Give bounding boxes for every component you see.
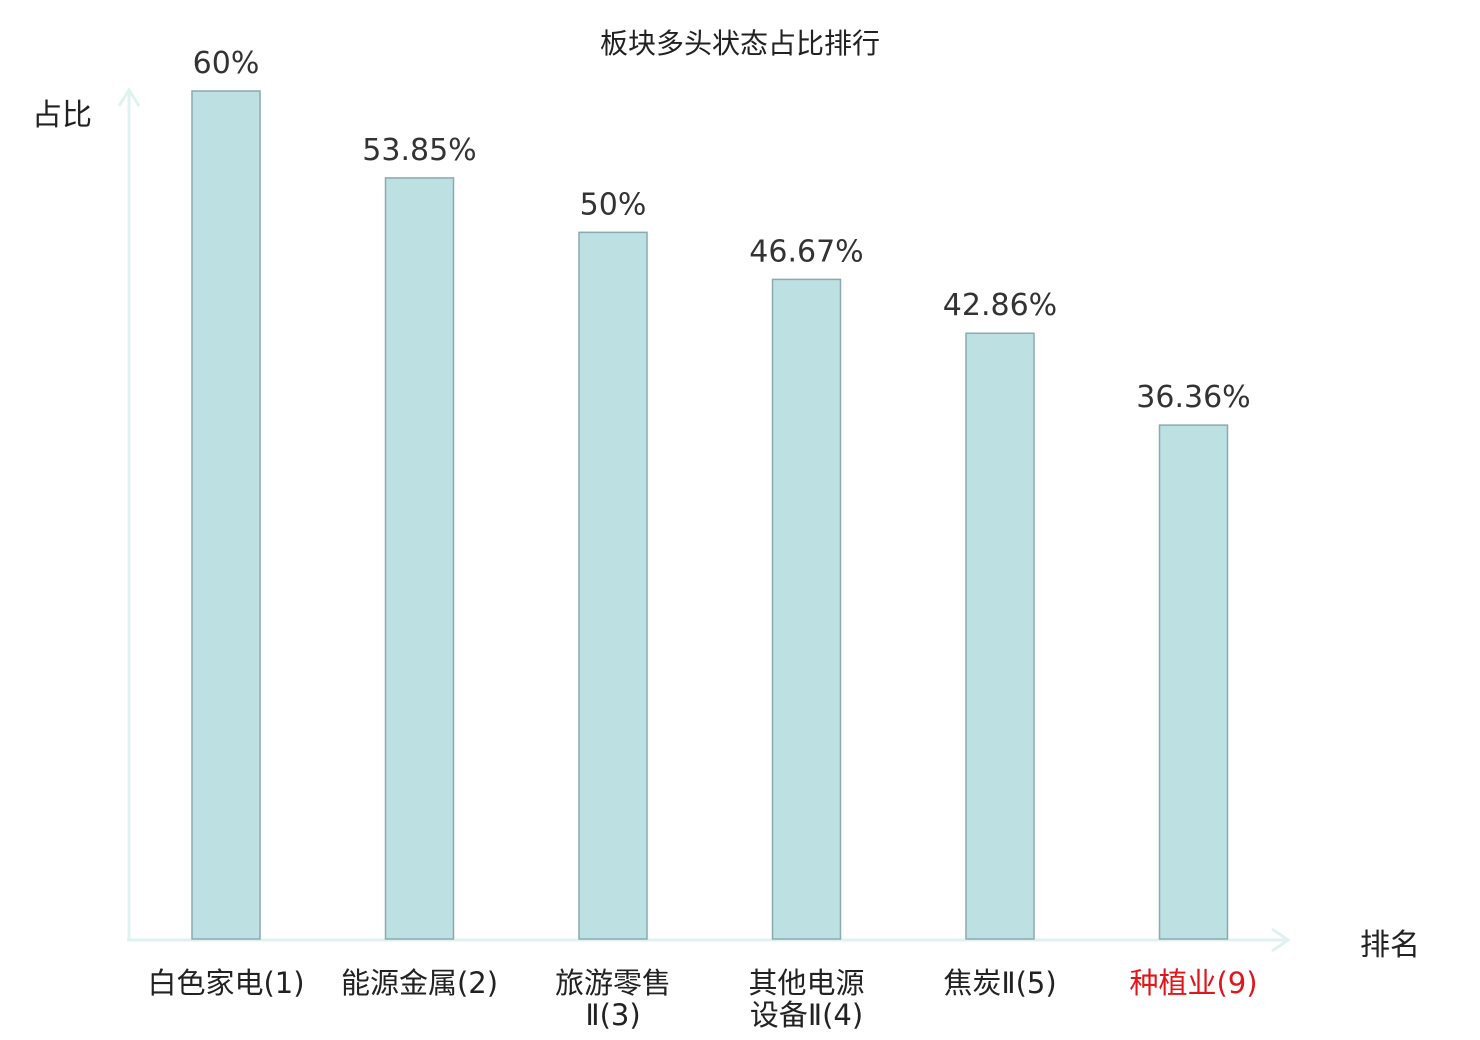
value-label: 50%: [580, 187, 647, 222]
category-label: 白色家电(1): [147, 966, 304, 1000]
bars: [191, 90, 1229, 940]
value-labels: 60% 53.85% 50% 46.67% 42.86% 36.36%: [193, 46, 1251, 415]
bar: [384, 177, 455, 940]
y-axis-arrow-icon: [117, 87, 141, 107]
bar: [191, 90, 261, 940]
category-label: 种植业(9): [1129, 966, 1257, 1000]
bar: [771, 278, 842, 940]
x-axis-arrow-icon: [1271, 927, 1291, 953]
bar: [1158, 424, 1229, 940]
axes: [117, 87, 1291, 953]
category-label: 能源金属(2): [341, 966, 498, 1000]
bar: [578, 231, 648, 940]
value-label: 53.85%: [362, 133, 476, 168]
value-label: 46.67%: [749, 234, 863, 269]
y-axis-label: 占比: [32, 98, 92, 133]
category-label: 焦炭Ⅱ(5): [943, 966, 1056, 1000]
value-label: 42.86%: [943, 288, 1057, 323]
category-label: 设备Ⅱ(4): [750, 998, 863, 1032]
bar: [965, 332, 1035, 940]
value-label: 60%: [193, 46, 260, 81]
category-label: 其他电源: [748, 966, 864, 1000]
category-label: 旅游零售: [555, 966, 671, 1000]
category-label: Ⅱ(3): [585, 998, 640, 1032]
x-axis-label: 排名: [1360, 928, 1420, 963]
chart-title: 板块多头状态占比排行: [599, 27, 880, 60]
value-label: 36.36%: [1136, 380, 1250, 415]
